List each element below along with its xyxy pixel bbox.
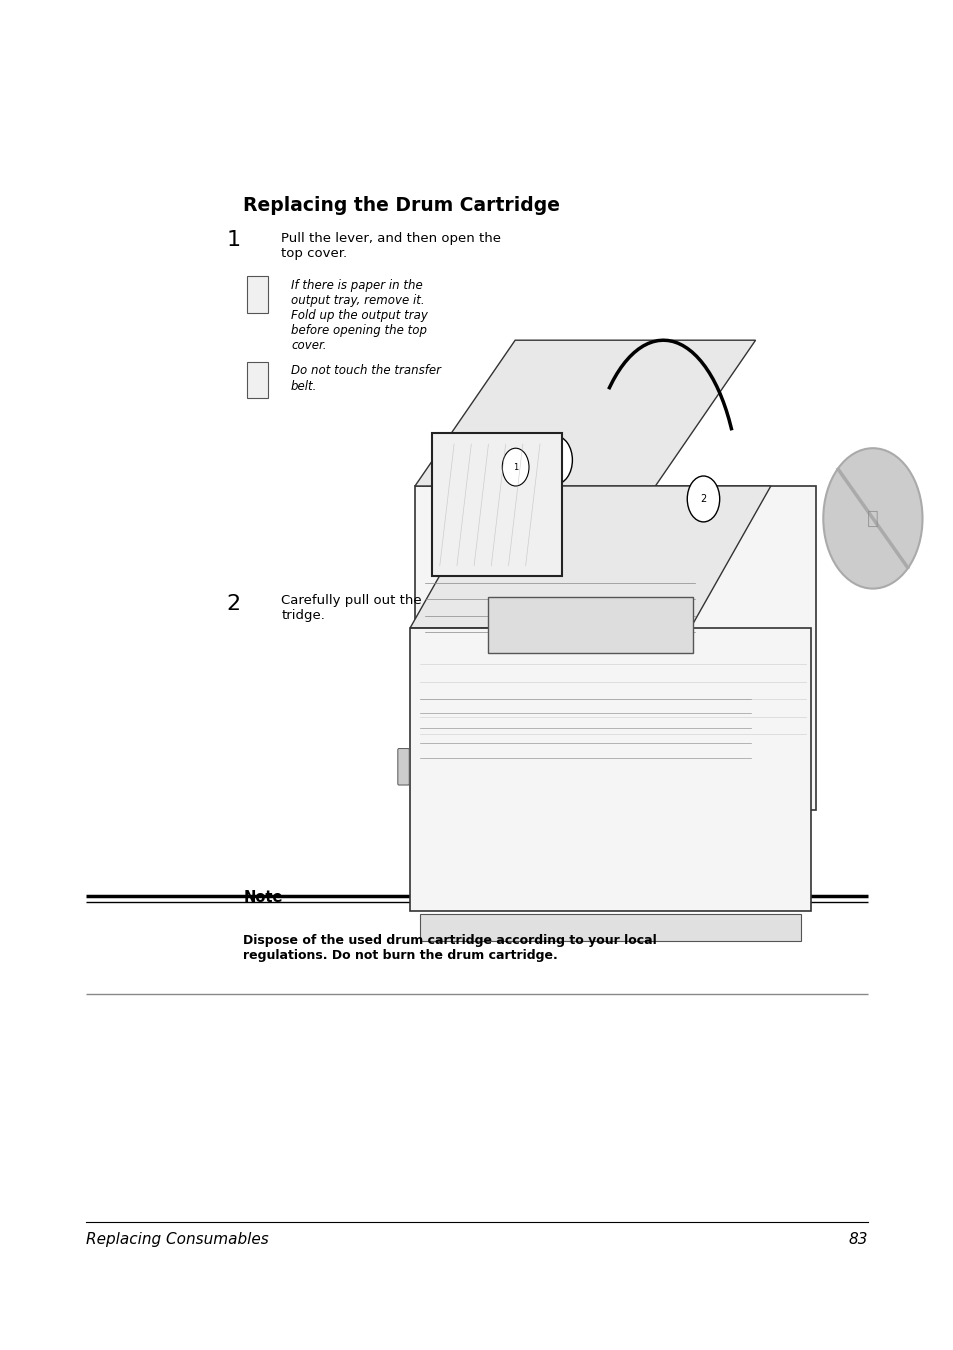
Text: 2: 2 bbox=[700, 494, 706, 504]
Text: ✋: ✋ bbox=[866, 509, 878, 528]
Text: 2: 2 bbox=[226, 594, 240, 614]
Text: Replacing Consumables: Replacing Consumables bbox=[86, 1231, 269, 1247]
Text: 1: 1 bbox=[226, 230, 240, 250]
Text: Replacing the Drum Cartridge: Replacing the Drum Cartridge bbox=[243, 196, 559, 215]
Text: Note: Note bbox=[243, 890, 282, 905]
FancyBboxPatch shape bbox=[488, 597, 692, 653]
FancyBboxPatch shape bbox=[419, 914, 801, 941]
Text: 1: 1 bbox=[513, 463, 517, 471]
FancyBboxPatch shape bbox=[415, 486, 815, 810]
Polygon shape bbox=[415, 340, 755, 486]
FancyBboxPatch shape bbox=[397, 748, 409, 786]
Circle shape bbox=[822, 448, 922, 589]
Text: Do not touch the transfer
belt.: Do not touch the transfer belt. bbox=[291, 364, 440, 393]
Text: Dispose of the used drum cartridge according to your local
regulations. Do not b: Dispose of the used drum cartridge accor… bbox=[243, 934, 657, 963]
Text: Carefully pull out the drum car-
tridge.: Carefully pull out the drum car- tridge. bbox=[281, 594, 490, 622]
Text: 83: 83 bbox=[848, 1231, 867, 1247]
FancyBboxPatch shape bbox=[432, 433, 561, 576]
Text: If there is paper in the
output tray, remove it.
Fold up the output tray
before : If there is paper in the output tray, re… bbox=[291, 279, 427, 352]
FancyBboxPatch shape bbox=[247, 277, 268, 313]
FancyBboxPatch shape bbox=[247, 362, 268, 398]
Circle shape bbox=[686, 477, 719, 522]
FancyBboxPatch shape bbox=[410, 628, 810, 911]
FancyBboxPatch shape bbox=[424, 814, 805, 844]
Circle shape bbox=[501, 448, 528, 486]
Text: Pull the lever, and then open the
top cover.: Pull the lever, and then open the top co… bbox=[281, 232, 501, 261]
Text: 1: 1 bbox=[552, 455, 558, 466]
Polygon shape bbox=[410, 486, 770, 628]
Circle shape bbox=[537, 436, 572, 485]
